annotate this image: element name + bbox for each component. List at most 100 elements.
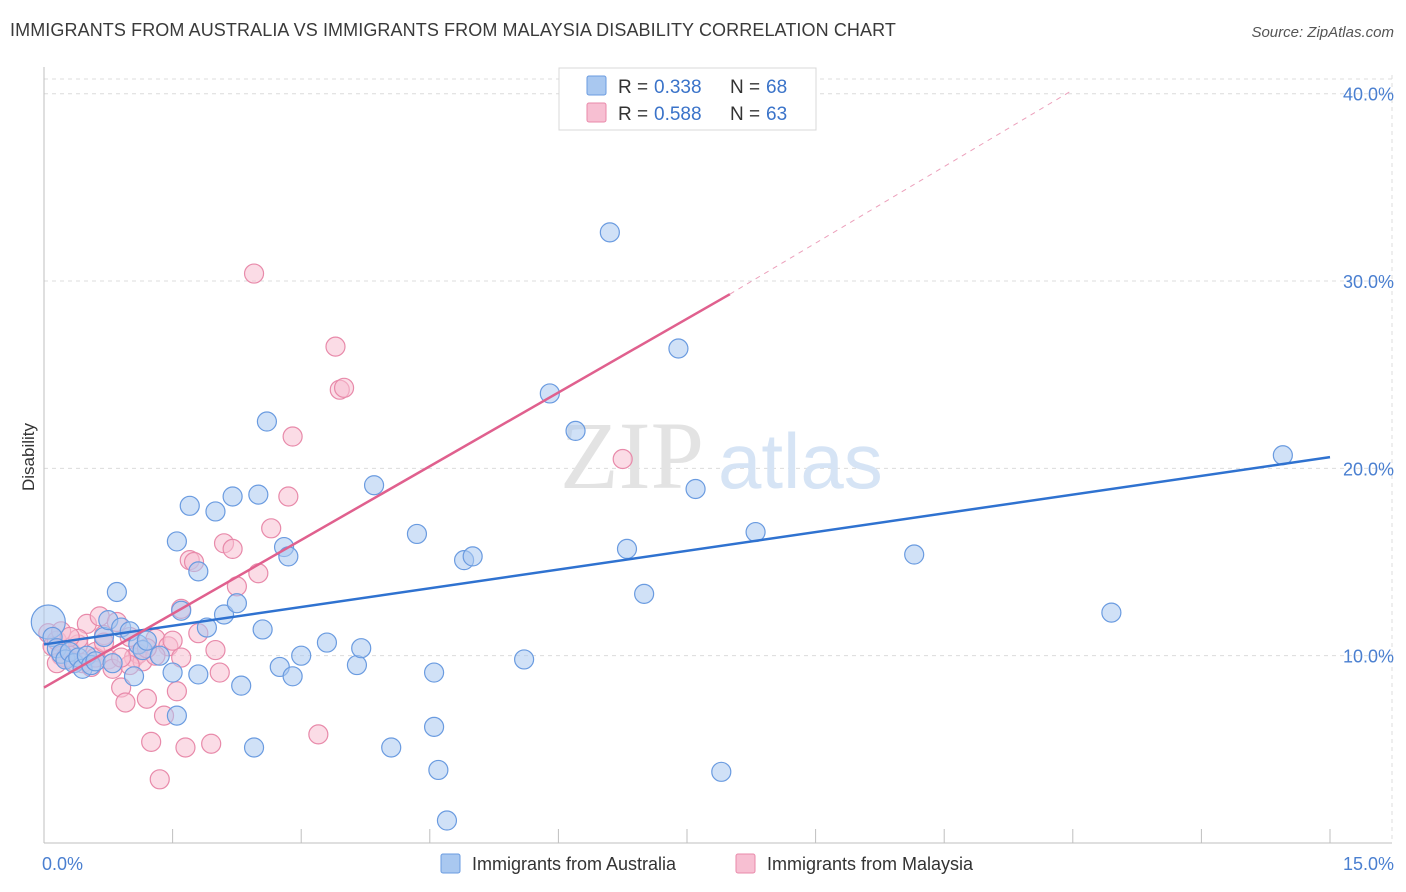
australia-point bbox=[226, 593, 247, 614]
legend-r-label-2: R = bbox=[618, 104, 653, 125]
bottom-legend: Immigrants from Australia Immigrants fro… bbox=[440, 853, 974, 874]
australia-point bbox=[106, 581, 127, 603]
legend-r-value-2: 0.588 bbox=[654, 104, 702, 125]
malaysia-point bbox=[308, 724, 329, 745]
malaysia-point bbox=[325, 336, 346, 357]
bottom-legend-swatch-malaysia bbox=[735, 853, 756, 874]
australia-point bbox=[381, 737, 402, 758]
malaysia-point bbox=[136, 688, 157, 709]
trend-line-malaysia-extension bbox=[729, 89, 1074, 295]
y-tick-labels: 10.0% 20.0% 30.0% 40.0% bbox=[1343, 85, 1394, 667]
australia-point bbox=[179, 495, 200, 516]
x-tick-label-0: 0.0% bbox=[42, 854, 83, 874]
australia-point bbox=[188, 561, 209, 582]
legend: R = 0.338 N = 68 R = 0.588 N = 63 bbox=[558, 67, 817, 131]
legend-n-value-1: 68 bbox=[766, 77, 787, 98]
australia-point bbox=[252, 619, 273, 640]
legend-swatch-malaysia bbox=[586, 102, 607, 123]
y-axis-label: Disability bbox=[19, 422, 38, 491]
malaysia-point bbox=[141, 731, 162, 752]
australia-point bbox=[351, 638, 372, 659]
australia-point bbox=[282, 666, 303, 687]
watermark-atlas: atlas bbox=[718, 417, 883, 505]
malaysia-point bbox=[333, 377, 355, 398]
australia-point bbox=[316, 632, 338, 653]
bottom-legend-swatch-australia bbox=[440, 853, 461, 874]
australia-point bbox=[565, 420, 586, 442]
malaysia-point bbox=[261, 518, 282, 539]
australia-point bbox=[436, 810, 458, 831]
trend-lines bbox=[43, 89, 1331, 689]
malaysia-point bbox=[248, 563, 269, 584]
malaysia-point bbox=[222, 538, 243, 560]
australia-point bbox=[363, 475, 385, 496]
malaysia-point bbox=[205, 639, 226, 661]
australia-point bbox=[406, 523, 428, 545]
australia-point bbox=[136, 630, 157, 651]
australia-point bbox=[102, 653, 123, 674]
legend-r-value-1: 0.338 bbox=[654, 77, 702, 98]
malaysia-point bbox=[278, 486, 299, 507]
australia-point bbox=[423, 716, 445, 737]
malaysia-point bbox=[166, 681, 187, 702]
legend-n-value-2: 63 bbox=[766, 104, 787, 125]
australia-point bbox=[634, 583, 655, 604]
series-australia-points bbox=[30, 222, 1293, 831]
chart-title: IMMIGRANTS FROM AUSTRALIA VS IMMIGRANTS … bbox=[10, 20, 896, 40]
australia-point bbox=[685, 478, 706, 500]
australia-point bbox=[243, 737, 265, 758]
australia-point bbox=[291, 645, 312, 666]
australia-point bbox=[188, 664, 209, 685]
malaysia-point bbox=[175, 737, 196, 758]
australia-point bbox=[514, 649, 535, 670]
trend-line-australia bbox=[43, 455, 1331, 646]
x-tick-labels: 0.0% 15.0% bbox=[42, 854, 1394, 874]
australia-point bbox=[205, 501, 226, 522]
legend-n-label-2: N = bbox=[730, 104, 765, 125]
australia-point bbox=[346, 654, 368, 676]
australia-point bbox=[256, 411, 278, 432]
australia-point bbox=[123, 666, 145, 687]
australia-point bbox=[196, 617, 217, 638]
australia-point bbox=[162, 662, 183, 683]
australia-point bbox=[166, 705, 187, 726]
series-malaysia-points bbox=[38, 263, 633, 790]
x-tick-label-1: 15.0% bbox=[1343, 854, 1394, 874]
australia-point bbox=[462, 546, 483, 567]
australia-point bbox=[248, 484, 269, 505]
malaysia-point bbox=[243, 263, 265, 284]
source-label: Source: ZipAtlas.com bbox=[1251, 24, 1394, 41]
legend-n-label-1: N = bbox=[730, 77, 765, 98]
watermark: ZIP atlas bbox=[560, 402, 883, 509]
australia-point bbox=[616, 538, 638, 560]
malaysia-point bbox=[115, 692, 136, 713]
australia-point bbox=[668, 338, 689, 359]
australia-point bbox=[904, 544, 925, 565]
malaysia-point bbox=[162, 630, 183, 651]
australia-point bbox=[278, 546, 299, 567]
australia-point bbox=[539, 383, 560, 404]
malaysia-point bbox=[282, 426, 303, 447]
malaysia-point bbox=[149, 769, 170, 790]
australia-point bbox=[711, 761, 732, 782]
australia-point bbox=[166, 531, 187, 552]
australia-point bbox=[599, 222, 620, 243]
y-tick-label-0: 10.0% bbox=[1343, 647, 1394, 667]
australia-point bbox=[423, 662, 445, 683]
y-tick-label-3: 40.0% bbox=[1343, 85, 1394, 105]
axes bbox=[43, 67, 1392, 844]
gridlines bbox=[44, 75, 1393, 843]
bottom-legend-label-australia: Immigrants from Australia bbox=[472, 854, 677, 874]
malaysia-point bbox=[171, 647, 192, 668]
australia-point bbox=[231, 675, 252, 696]
trend-line-malaysia bbox=[43, 293, 731, 689]
malaysia-point bbox=[209, 662, 230, 683]
australia-point bbox=[149, 645, 170, 666]
malaysia-point bbox=[201, 733, 222, 754]
y-tick-label-1: 20.0% bbox=[1343, 459, 1394, 479]
y-tick-label-2: 30.0% bbox=[1343, 272, 1394, 292]
malaysia-point bbox=[612, 448, 633, 470]
legend-r-label-1: R = bbox=[618, 77, 653, 98]
australia-point bbox=[428, 759, 449, 781]
